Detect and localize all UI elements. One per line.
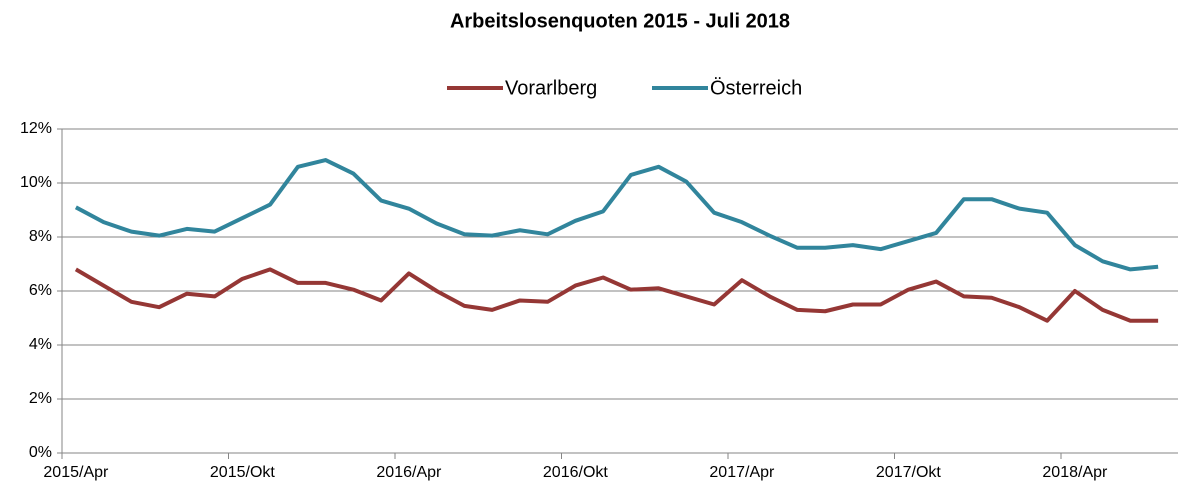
x-tick-label: 2015/Okt xyxy=(210,464,275,481)
y-tick-label: 2% xyxy=(29,390,52,407)
legend-label: Vorarlberg xyxy=(505,77,597,99)
x-tick-label: 2016/Apr xyxy=(376,464,442,481)
series-line xyxy=(74,267,1159,323)
y-tick-label: 12% xyxy=(20,120,52,137)
y-tick-label: 4% xyxy=(29,336,52,353)
y-tick-label: 6% xyxy=(29,282,52,299)
y-tick-label: 10% xyxy=(20,174,52,191)
x-tick-label: 2016/Okt xyxy=(543,464,608,481)
series-line xyxy=(74,158,1159,272)
y-tick-label: 8% xyxy=(29,228,52,245)
x-tick-label: 2018/Apr xyxy=(1042,464,1108,481)
x-tick-label: 2017/Apr xyxy=(709,464,775,481)
legend-label: Österreich xyxy=(710,77,802,99)
y-tick-label: 0% xyxy=(29,444,52,461)
x-tick-label: 2015/Apr xyxy=(43,464,109,481)
x-tick-label: 2017/Okt xyxy=(876,464,941,481)
chart-title: Arbeitslosenquoten 2015 - Juli 2018 xyxy=(450,10,790,32)
